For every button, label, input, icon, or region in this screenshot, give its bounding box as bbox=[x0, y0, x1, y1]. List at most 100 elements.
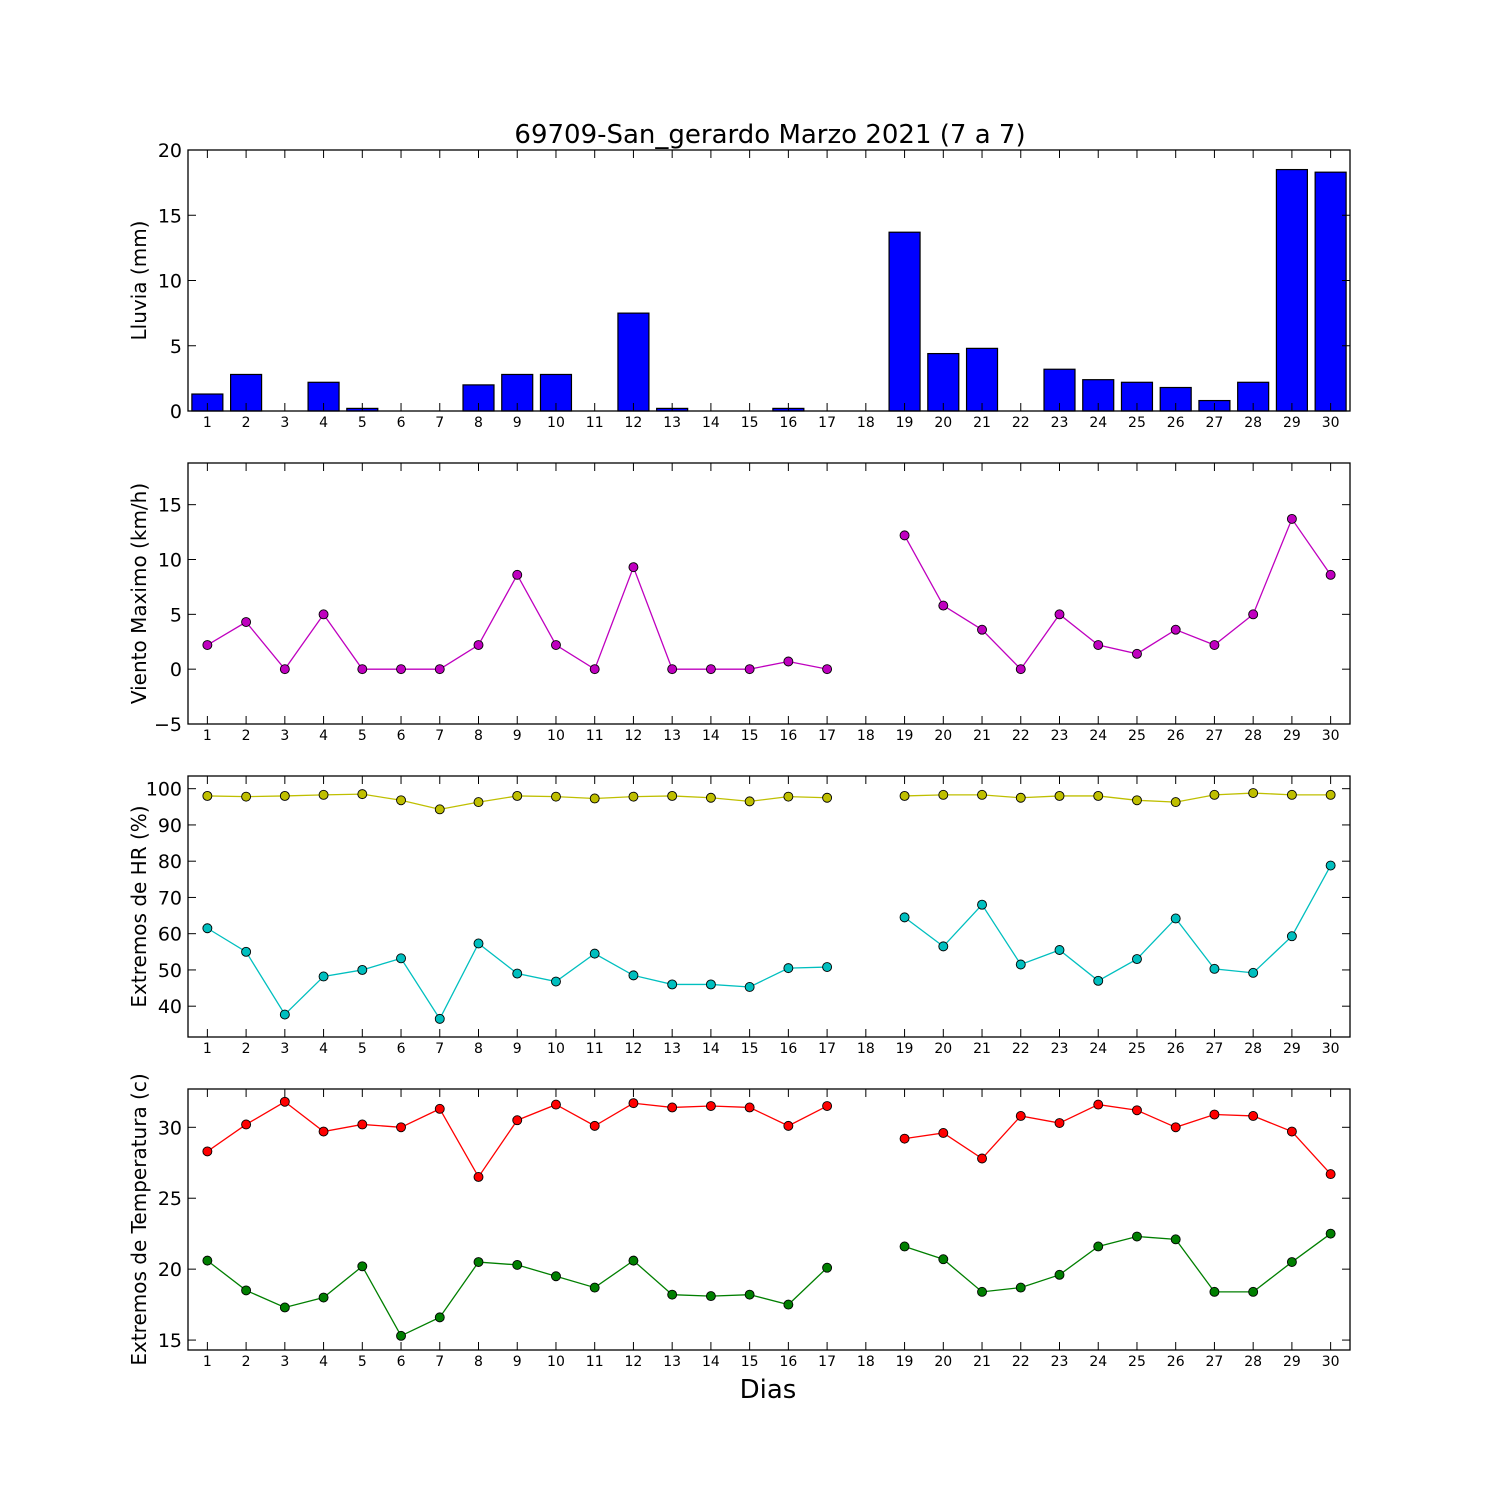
temp-series-1-point-day-5 bbox=[357, 1119, 368, 1130]
temp-series-2-point-day-17 bbox=[822, 1262, 833, 1273]
temp-series-2-point-day-21 bbox=[977, 1286, 987, 1297]
xtick-label: 16 bbox=[779, 1354, 797, 1370]
xtick-label: 25 bbox=[1128, 728, 1146, 744]
viento-series-1-point-day-20 bbox=[938, 600, 949, 611]
hr-series-1-point-day-10 bbox=[551, 791, 561, 802]
xtick-label: 15 bbox=[741, 728, 759, 744]
viento-series-1-line bbox=[207, 517, 1332, 671]
temp-series-1-point-day-19 bbox=[899, 1133, 910, 1144]
xtick-label: 28 bbox=[1244, 415, 1262, 431]
viento-series-1-point-day-30 bbox=[1325, 569, 1336, 580]
temp-series-2-point-day-30 bbox=[1325, 1228, 1336, 1239]
xtick-label: 3 bbox=[280, 728, 289, 744]
xtick-label: 29 bbox=[1283, 1041, 1301, 1057]
temp-series-1-point-day-1 bbox=[202, 1146, 213, 1157]
panel-hr-frame bbox=[187, 775, 1351, 1038]
ytick-label: 60 bbox=[158, 924, 182, 946]
xtick-label: 11 bbox=[586, 1041, 604, 1057]
temp-series-2-point-day-5 bbox=[357, 1261, 368, 1272]
ytick-label: −5 bbox=[154, 714, 182, 736]
bar-day-19 bbox=[888, 231, 921, 412]
xtick-label: 6 bbox=[397, 1354, 406, 1370]
xtick-label: 6 bbox=[397, 1041, 406, 1057]
viento-series-1-point-day-24 bbox=[1093, 640, 1104, 650]
bar-day-21 bbox=[965, 347, 999, 412]
panel-temp-ylabel: Extremos de Temperatura (c) bbox=[127, 1073, 151, 1365]
viento-series-1-point-day-16 bbox=[783, 656, 794, 667]
hr-series-1-line bbox=[207, 792, 1331, 811]
hr-series-2-point-day-15 bbox=[744, 982, 755, 992]
viento-series-1-point-day-5 bbox=[357, 664, 368, 675]
hr-series-1-point-day-24 bbox=[1093, 790, 1104, 801]
xtick-label: 7 bbox=[435, 1041, 444, 1057]
xtick-label: 1 bbox=[203, 1354, 212, 1370]
xtick-label: 20 bbox=[934, 1354, 952, 1370]
hr-series-2-point-day-30 bbox=[1325, 860, 1336, 871]
xtick-label: 21 bbox=[973, 415, 991, 431]
xtick-label: 15 bbox=[741, 1041, 759, 1057]
hr-series-2-point-day-28 bbox=[1248, 967, 1259, 978]
hr-series-2-point-day-21 bbox=[977, 899, 987, 910]
temp-series-1-point-day-10 bbox=[551, 1099, 561, 1110]
viento-series-1-point-day-19 bbox=[899, 530, 910, 541]
hr-series-1-point-day-29 bbox=[1286, 789, 1297, 800]
xtick-label: 19 bbox=[896, 728, 914, 744]
xtick-label: 17 bbox=[818, 728, 836, 744]
xtick-label: 10 bbox=[547, 728, 565, 744]
ytick-label: 0 bbox=[170, 401, 182, 423]
hr-series-1-point-day-9 bbox=[512, 790, 523, 801]
xtick-label: 5 bbox=[358, 415, 367, 431]
xtick-label: 3 bbox=[280, 415, 289, 431]
xtick-label: 1 bbox=[203, 728, 212, 744]
xtick-label: 24 bbox=[1089, 728, 1107, 744]
hr-series-1-point-day-7 bbox=[434, 804, 445, 815]
xtick-label: 9 bbox=[513, 1041, 522, 1057]
viento-series-1-point-day-13 bbox=[667, 664, 678, 675]
xtick-label: 28 bbox=[1244, 1041, 1262, 1057]
xtick-label: 18 bbox=[857, 415, 875, 431]
hr-series-1-point-day-25 bbox=[1132, 795, 1142, 806]
xtick-label: 12 bbox=[625, 1354, 643, 1370]
viento-series-1-point-day-21 bbox=[977, 624, 987, 635]
temp-series-2-point-day-19 bbox=[899, 1241, 910, 1252]
xtick-label: 20 bbox=[934, 1041, 952, 1057]
xtick-label: 8 bbox=[474, 728, 483, 744]
viento-series-1-point-day-6 bbox=[396, 664, 406, 675]
xtick-label: 2 bbox=[242, 1354, 251, 1370]
hr-series-2-point-day-3 bbox=[279, 1009, 290, 1020]
xtick-label: 12 bbox=[625, 1041, 643, 1057]
xtick-label: 1 bbox=[203, 415, 212, 431]
hr-series-1-point-day-20 bbox=[938, 789, 949, 800]
hr-series-1-point-day-3 bbox=[279, 790, 290, 801]
xtick-label: 30 bbox=[1322, 1041, 1340, 1057]
panel-viento-frame bbox=[187, 462, 1351, 725]
viento-series-1-point-day-29 bbox=[1286, 513, 1297, 524]
xtick-label: 17 bbox=[818, 1041, 836, 1057]
hr-series-1-point-day-22 bbox=[1015, 792, 1026, 803]
temp-series-1-point-day-30 bbox=[1325, 1169, 1336, 1180]
xtick-label: 26 bbox=[1167, 415, 1185, 431]
xtick-label: 12 bbox=[625, 728, 643, 744]
hr-series-1-point-day-17 bbox=[822, 792, 833, 803]
xtick-label: 26 bbox=[1167, 728, 1185, 744]
temp-series-1-point-day-20 bbox=[938, 1128, 949, 1138]
xtick-label: 2 bbox=[242, 1041, 251, 1057]
xtick-label: 6 bbox=[397, 415, 406, 431]
temp-series-2-point-day-1 bbox=[202, 1255, 213, 1266]
xtick-label: 22 bbox=[1012, 728, 1030, 744]
temp-series-1-point-day-9 bbox=[512, 1115, 523, 1126]
hr-series-2-point-day-29 bbox=[1286, 931, 1297, 942]
hr-series-2-point-day-20 bbox=[938, 941, 949, 952]
xtick-label: 10 bbox=[547, 1041, 565, 1057]
viento-series-1-point-day-4 bbox=[318, 609, 329, 620]
ytick-label: 80 bbox=[158, 851, 182, 873]
temp-series-1-point-day-13 bbox=[667, 1102, 678, 1113]
xtick-label: 4 bbox=[319, 728, 328, 744]
xtick-label: 25 bbox=[1128, 1041, 1146, 1057]
hr-series-1-point-day-5 bbox=[357, 789, 368, 800]
temp-series-2-point-day-12 bbox=[628, 1255, 639, 1266]
xtick-label: 14 bbox=[702, 728, 720, 744]
